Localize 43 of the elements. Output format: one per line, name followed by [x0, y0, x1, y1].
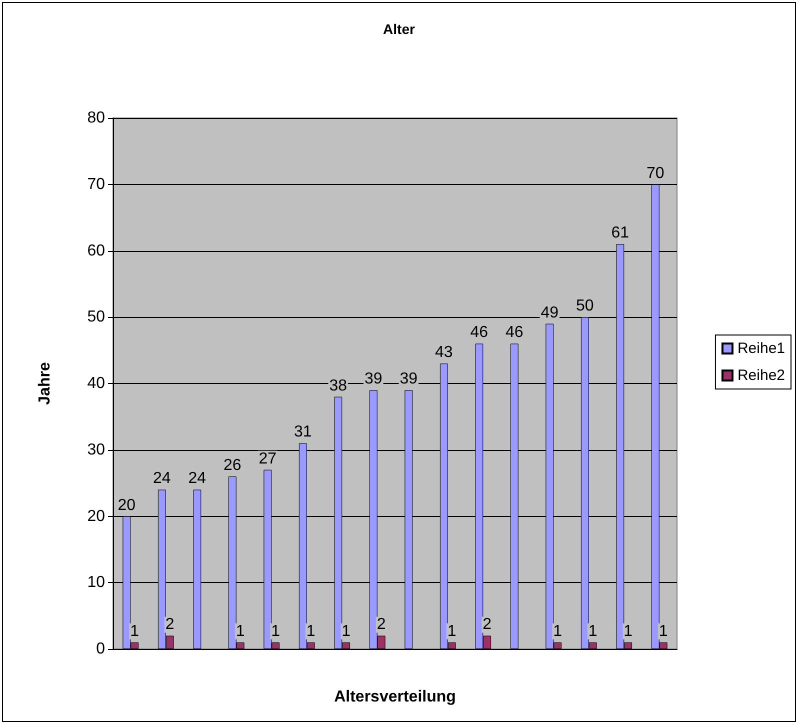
- data-label: 46: [506, 324, 524, 342]
- data-label: 49: [540, 304, 559, 322]
- legend-label: Reihe2: [737, 367, 786, 384]
- data-label: 39: [400, 370, 418, 388]
- data-label: 20: [118, 496, 136, 514]
- data-label: 1: [588, 622, 598, 640]
- data-label: 27: [258, 450, 277, 468]
- data-label: 1: [306, 622, 316, 640]
- data-label: 24: [153, 470, 171, 488]
- data-label: 1: [658, 622, 668, 640]
- data-label: 1: [447, 622, 456, 640]
- data-label: 2: [165, 616, 174, 634]
- y-tick-label: 70: [87, 176, 106, 193]
- data-label: 1: [236, 622, 245, 640]
- chart-title: Alter: [383, 21, 416, 37]
- data-label: 1: [271, 622, 280, 640]
- data-label: 2: [376, 616, 386, 634]
- y-tick-label: 0: [96, 640, 106, 658]
- y-tick-label: 50: [87, 308, 106, 326]
- data-label: 31: [294, 424, 312, 441]
- y-tick-label: 30: [87, 441, 106, 458]
- y-axis-title: Jahre: [36, 362, 54, 405]
- data-label: 46: [470, 324, 488, 342]
- y-tick-label: 60: [87, 242, 106, 260]
- data-label: 1: [342, 622, 351, 640]
- y-tick-label: 20: [87, 508, 106, 525]
- y-tick-label: 40: [87, 375, 106, 392]
- data-label: 50: [576, 298, 594, 315]
- legend-label: Reihe1: [737, 340, 786, 357]
- data-label: 1: [130, 622, 140, 640]
- data-label: 1: [553, 622, 562, 640]
- x-axis-title: Altersverteilung: [334, 688, 456, 706]
- data-label: 2: [482, 616, 492, 634]
- data-label: 1: [624, 622, 633, 640]
- data-label: 43: [435, 344, 453, 362]
- y-tick-label: 80: [87, 110, 106, 126]
- data-label: 38: [329, 377, 348, 394]
- data-label: 70: [646, 164, 664, 182]
- data-label: 26: [224, 456, 242, 474]
- data-label: 61: [611, 224, 630, 242]
- data-label: 39: [364, 370, 382, 388]
- data-label: 24: [188, 470, 206, 488]
- y-tick-label: 10: [87, 574, 106, 592]
